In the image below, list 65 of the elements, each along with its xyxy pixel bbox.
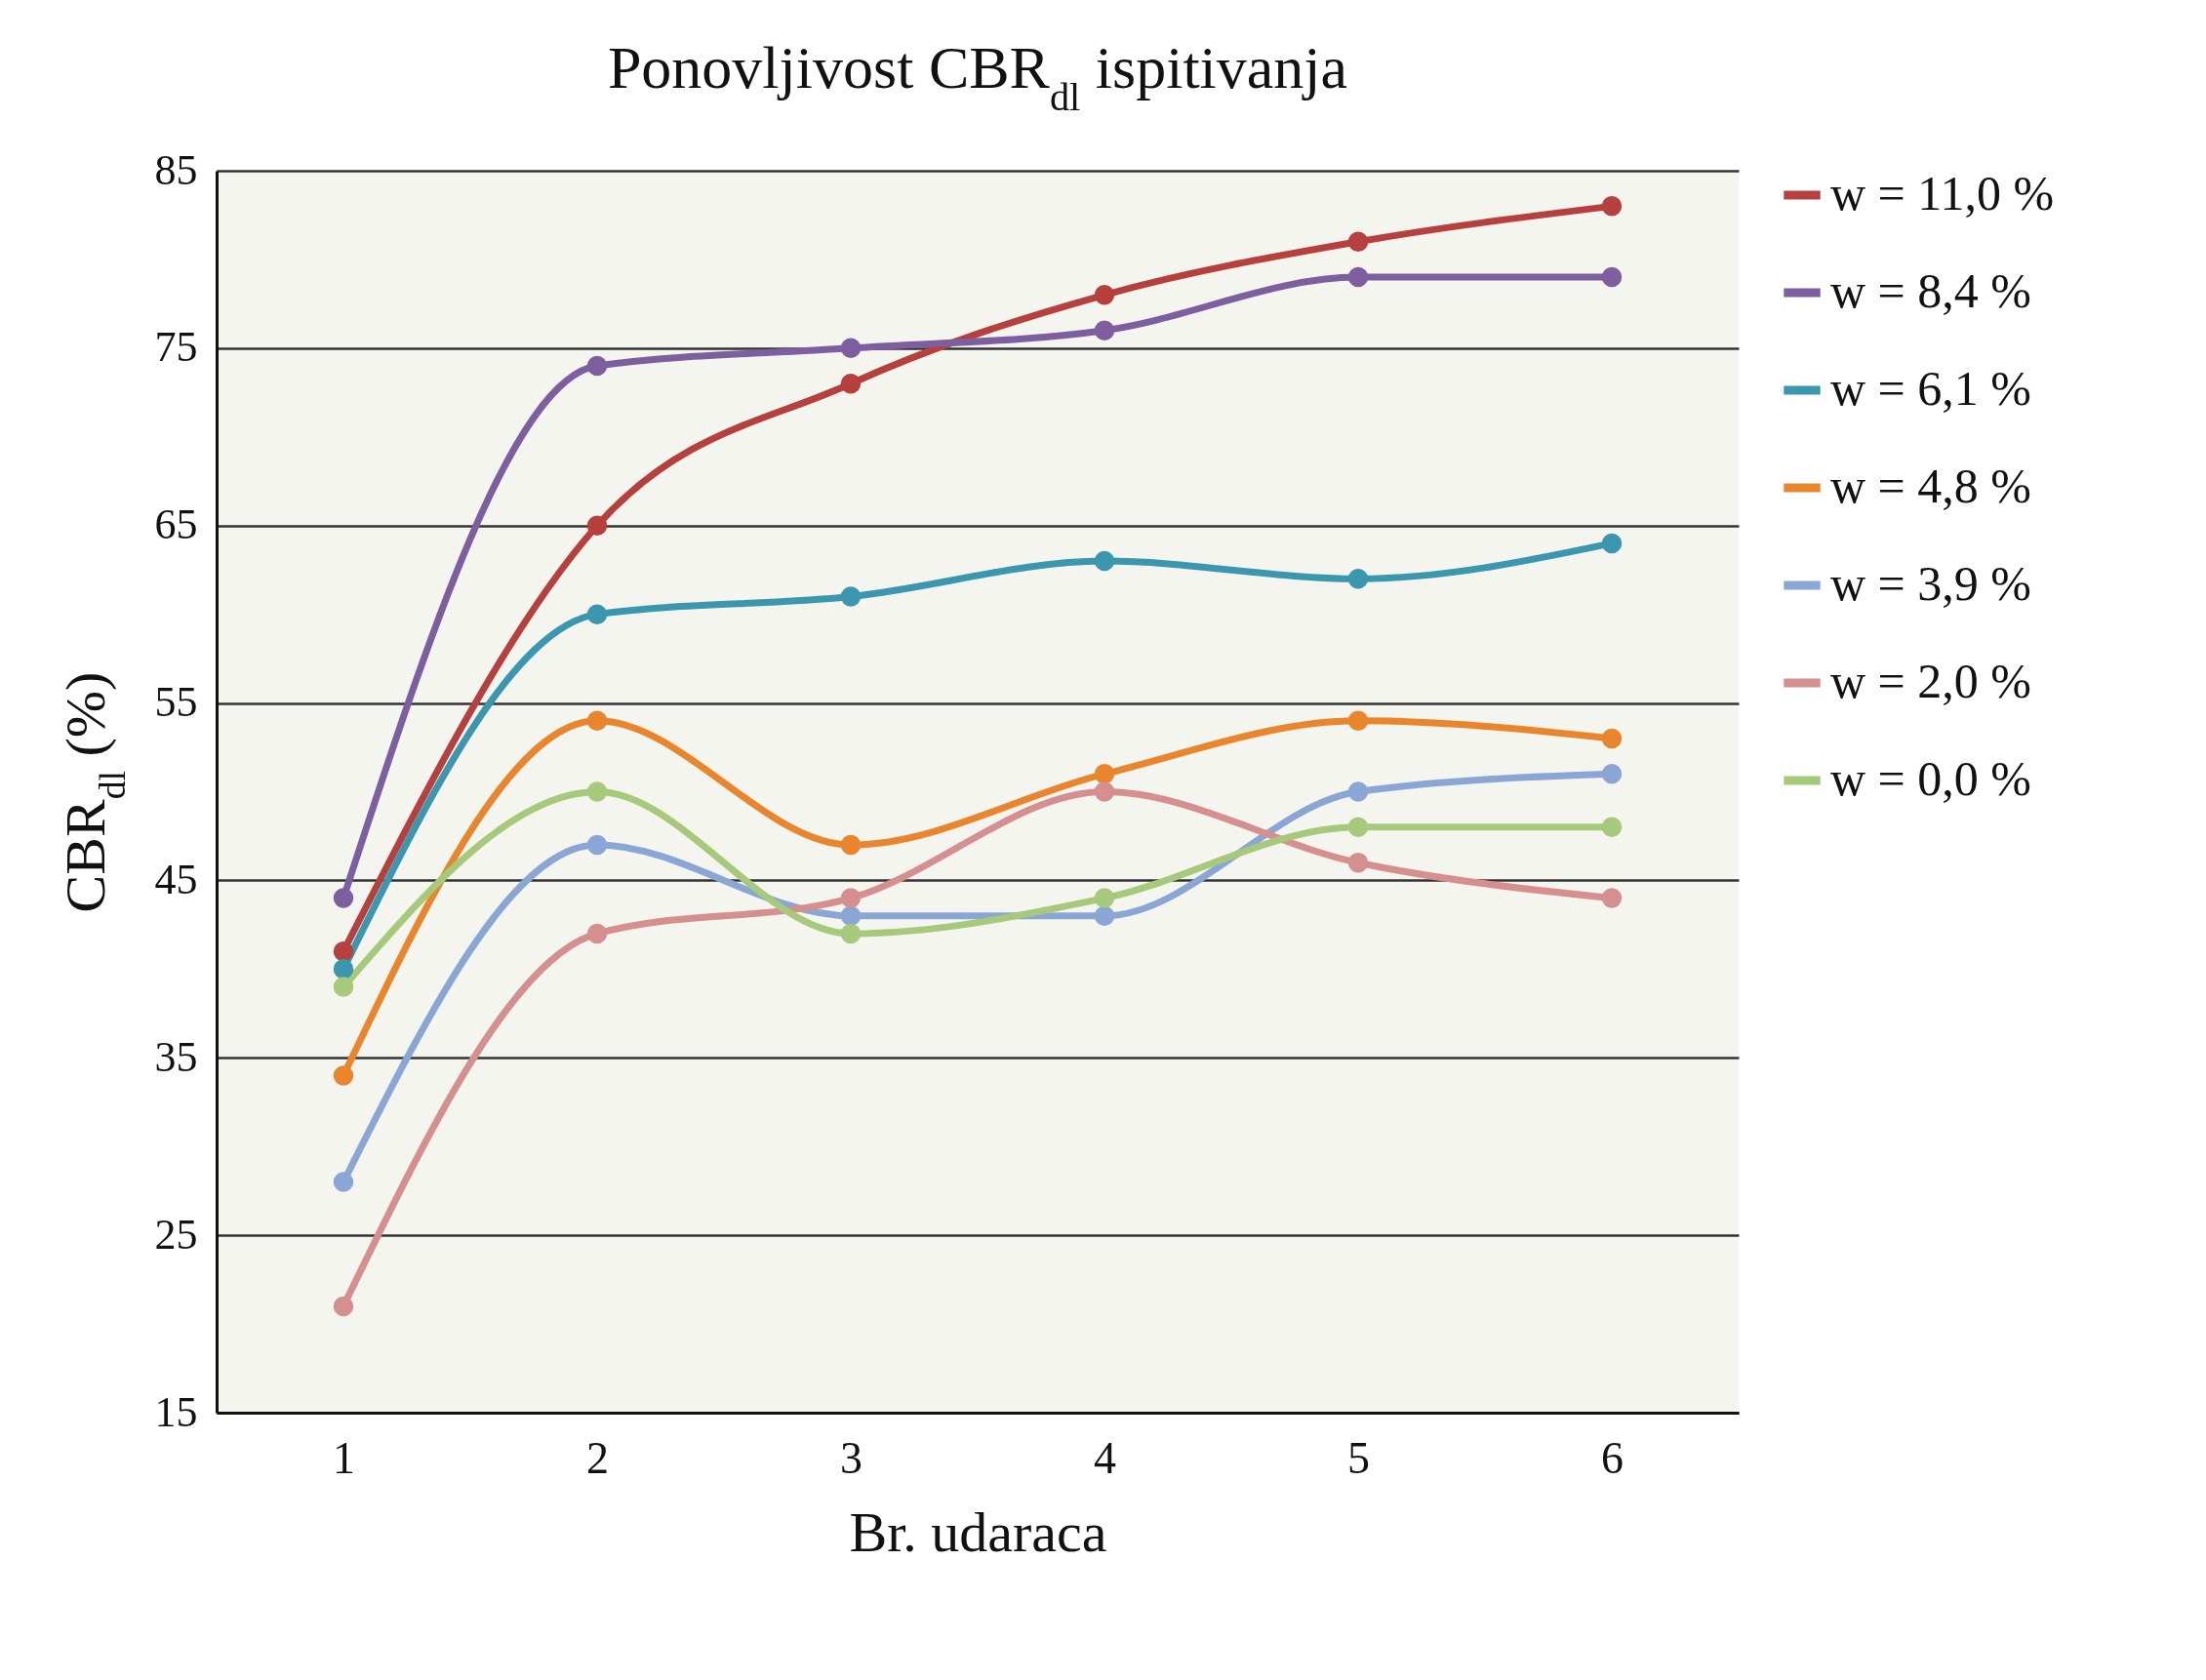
point bbox=[1347, 817, 1369, 838]
point bbox=[1601, 888, 1623, 908]
point bbox=[1347, 781, 1369, 802]
point bbox=[1347, 231, 1369, 252]
point bbox=[840, 923, 862, 944]
legend-label: w = 4,8 % bbox=[1830, 459, 2031, 513]
legend-label: w = 8,4 % bbox=[1830, 263, 2031, 318]
point bbox=[333, 1172, 354, 1192]
y-tick-label: 65 bbox=[154, 500, 198, 549]
point bbox=[586, 710, 608, 731]
point bbox=[333, 977, 354, 997]
point bbox=[840, 586, 862, 607]
point bbox=[1347, 710, 1369, 731]
point bbox=[333, 1065, 354, 1086]
point bbox=[333, 1296, 354, 1317]
point bbox=[1094, 905, 1115, 927]
point bbox=[1347, 853, 1369, 873]
point bbox=[333, 959, 354, 980]
y-tick-label: 55 bbox=[154, 678, 198, 727]
legend-label: w = 0,0 % bbox=[1830, 751, 2031, 806]
y-tick-label: 25 bbox=[154, 1210, 198, 1259]
point bbox=[333, 888, 354, 908]
point bbox=[1347, 266, 1369, 288]
point bbox=[840, 888, 862, 908]
point bbox=[586, 781, 608, 802]
y-tick-label: 45 bbox=[154, 855, 198, 903]
point bbox=[840, 905, 862, 927]
x-tick-label: 3 bbox=[840, 1432, 862, 1483]
x-tick-label: 1 bbox=[333, 1432, 355, 1483]
y-tick-label: 15 bbox=[154, 1387, 198, 1436]
point bbox=[1094, 781, 1115, 802]
legend-label: w = 3,9 % bbox=[1830, 556, 2031, 611]
point bbox=[1601, 533, 1623, 554]
point bbox=[840, 338, 862, 359]
point bbox=[1094, 550, 1115, 572]
point bbox=[1094, 888, 1115, 908]
point bbox=[1601, 196, 1623, 217]
legend-label: w = 11,0 % bbox=[1830, 166, 2055, 220]
x-tick-label: 2 bbox=[586, 1432, 609, 1483]
point bbox=[1601, 728, 1623, 749]
x-tick-label: 5 bbox=[1347, 1432, 1370, 1483]
point bbox=[586, 515, 608, 536]
y-tick-label: 85 bbox=[154, 145, 198, 194]
point bbox=[1094, 285, 1115, 305]
point bbox=[586, 604, 608, 624]
x-tick-label: 4 bbox=[1094, 1432, 1116, 1483]
point bbox=[333, 940, 354, 962]
x-tick-label: 6 bbox=[1601, 1432, 1624, 1483]
legend-label: w = 2,0 % bbox=[1830, 654, 2031, 708]
legend-label: w = 6,1 % bbox=[1830, 361, 2031, 416]
point bbox=[586, 355, 608, 377]
point bbox=[1601, 764, 1623, 784]
point bbox=[586, 923, 608, 944]
point bbox=[1094, 320, 1115, 340]
point bbox=[586, 834, 608, 856]
point bbox=[1601, 817, 1623, 838]
y-tick-label: 75 bbox=[154, 323, 198, 372]
chart-title: Ponovljivost CBR$_{dl}$ ispitivanja bbox=[607, 34, 1348, 119]
x-axis-title: Br. udaraca bbox=[849, 1500, 1107, 1564]
point bbox=[1601, 266, 1623, 288]
y-tick-label: 35 bbox=[154, 1032, 198, 1081]
point bbox=[1347, 569, 1369, 589]
point bbox=[840, 834, 862, 856]
point bbox=[840, 374, 862, 394]
point bbox=[1094, 764, 1115, 784]
